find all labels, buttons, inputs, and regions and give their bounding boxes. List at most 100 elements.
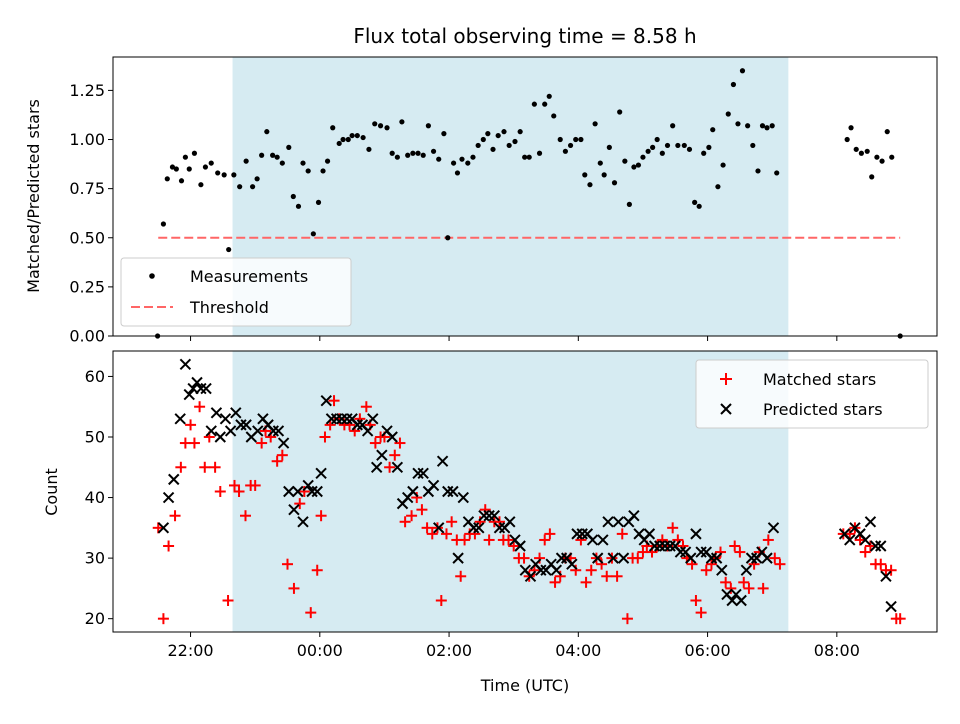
measurement-point-18 <box>249 184 256 190</box>
measurement-point-33 <box>324 158 331 164</box>
matched-point-44 <box>384 461 396 473</box>
predicted-point-12 <box>214 431 226 443</box>
predicted-point-47 <box>391 461 404 473</box>
predicted-point-29 <box>302 479 314 492</box>
ratio-panel-y-label: Matched/Predicted stars <box>24 99 43 293</box>
predicted-point-56 <box>436 455 449 467</box>
predicted-point-41 <box>361 425 374 437</box>
measurement-point-122 <box>774 170 780 176</box>
matched-point-107 <box>700 564 712 576</box>
measurement-point-99 <box>659 150 665 156</box>
measurement-point-116 <box>745 123 751 129</box>
predicted-point-89 <box>607 552 619 564</box>
predicted-point-120 <box>767 522 780 534</box>
measurement-point-126 <box>858 150 864 156</box>
measurement-point-105 <box>692 199 698 205</box>
measurement-point-52 <box>425 123 431 129</box>
matched-point-83 <box>580 576 592 588</box>
predicted-point-37 <box>341 413 353 425</box>
measurement-point-5 <box>178 178 185 184</box>
measurement-point-31 <box>315 199 322 205</box>
measurement-point-75 <box>542 101 548 107</box>
matched-point-18 <box>249 479 261 491</box>
predicted-point-81 <box>566 558 578 570</box>
measurement-point-55 <box>441 131 447 137</box>
matched-point-127 <box>859 546 871 558</box>
predicted-point-1 <box>162 491 175 504</box>
measurement-point-23 <box>274 154 280 160</box>
measurement-point-21 <box>264 129 270 135</box>
matched-point-51 <box>421 522 433 534</box>
predicted-point-86 <box>591 552 604 564</box>
predicted-point-114 <box>735 594 747 607</box>
measurement-point-17 <box>243 158 249 164</box>
predicted-point-51 <box>412 467 424 480</box>
predicted-point-27 <box>292 485 304 498</box>
measurement-point-77 <box>551 113 557 119</box>
measurement-point-56 <box>445 235 451 241</box>
measurement-point-42 <box>372 121 378 127</box>
matched-point-52 <box>426 528 438 540</box>
matched-point-7 <box>188 437 200 449</box>
measurement-point-106 <box>696 203 702 209</box>
ratio-panel-x-ticks <box>190 336 838 341</box>
matched-point-27 <box>298 486 310 497</box>
measurement-point-83 <box>582 172 588 178</box>
measurement-point-79 <box>562 148 568 154</box>
measurement-point-125 <box>853 146 859 152</box>
matched-point-68 <box>503 534 515 546</box>
measurement-point-26 <box>290 193 296 200</box>
matched-point-87 <box>601 570 613 582</box>
predicted-point-28 <box>297 516 309 528</box>
measurement-point-71 <box>522 154 528 160</box>
matched-point-29 <box>311 564 323 576</box>
predicted-point-17 <box>240 419 252 431</box>
predicted-point-30 <box>306 485 318 498</box>
predicted-point-93 <box>628 510 640 522</box>
measurement-point-127 <box>864 148 870 154</box>
measurement-point-117 <box>750 142 756 149</box>
predicted-point-109 <box>710 552 723 564</box>
count-legend-label-matched: Matched stars <box>763 370 876 389</box>
matched-point-119 <box>757 582 769 594</box>
count-y-tick-label-3: 50 <box>85 427 105 446</box>
measurement-point-50 <box>415 150 421 156</box>
predicted-point-14 <box>224 425 237 437</box>
measurement-point-45 <box>389 150 395 156</box>
matched-point-100 <box>667 522 679 534</box>
matched-point-81 <box>570 564 582 576</box>
matched-point-48 <box>406 510 418 522</box>
measurement-point-130 <box>879 158 885 164</box>
measurement-point-88 <box>606 144 612 150</box>
predicted-point-100 <box>664 540 676 552</box>
predicted-point-11 <box>210 407 223 419</box>
matched-point-59 <box>459 534 471 546</box>
measurement-point-32 <box>320 168 326 174</box>
predicted-point-82 <box>571 528 583 540</box>
count-legend-frame <box>695 359 929 429</box>
matched-point-75 <box>539 534 551 546</box>
matched-point-11 <box>209 461 221 473</box>
matched-point-74 <box>534 552 546 564</box>
predicted-point-42 <box>367 413 379 425</box>
predicted-point-105 <box>690 528 702 540</box>
measurement-point-113 <box>730 81 737 88</box>
matched-point-22 <box>271 455 283 467</box>
predicted-point-4 <box>179 358 192 371</box>
ratio-panel-frame <box>112 56 938 337</box>
measurement-point-104 <box>686 146 693 152</box>
matched-point-16 <box>239 510 251 522</box>
predicted-stars-points <box>157 358 897 613</box>
matched-point-114 <box>734 546 746 558</box>
predicted-point-9 <box>200 382 212 395</box>
ratio-panel-y-ticks: 0.00 0.25 0.50 0.75 1.00 1.25 <box>69 81 113 346</box>
measurement-point-115 <box>739 68 746 74</box>
predicted-point-99 <box>659 540 671 552</box>
x-tick-label-4: 06:00 <box>685 641 731 660</box>
matched-point-86 <box>596 558 608 570</box>
matched-point-54 <box>435 595 447 607</box>
measurement-point-80 <box>567 142 574 149</box>
measurement-point-87 <box>601 172 607 178</box>
count-panel-y-label: Count <box>42 468 61 516</box>
matched-point-90 <box>616 528 628 540</box>
